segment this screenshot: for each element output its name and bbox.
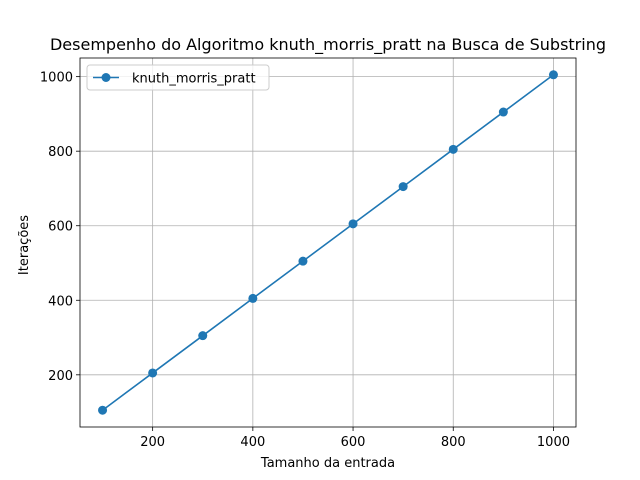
legend-label: knuth_morris_pratt xyxy=(132,72,256,87)
x-tick-label: 600 xyxy=(341,435,366,450)
plot-area: 200 400 600 800 1000 200 400 600 800 1000 knuth_mo… xyxy=(40,57,577,450)
series-line xyxy=(102,74,554,411)
legend-box xyxy=(86,64,270,91)
y-tick-label: 800 xyxy=(48,145,73,160)
chart-title: Desempenho do Algoritmo knuth_morris_pra… xyxy=(50,35,606,55)
data-point xyxy=(298,256,308,266)
data-point xyxy=(248,293,258,303)
y-tick-label: 200 xyxy=(48,369,73,384)
y-tick-label: 400 xyxy=(48,294,73,309)
x-axis-label: Tamanho da entrada xyxy=(260,456,395,471)
axes-frame xyxy=(79,57,577,428)
data-point xyxy=(348,219,358,229)
data-point xyxy=(148,368,158,378)
x-tick-label: 800 xyxy=(441,435,466,450)
x-tick-label: 400 xyxy=(240,435,265,450)
data-point xyxy=(198,331,208,341)
data-point xyxy=(498,107,508,117)
data-point xyxy=(398,182,408,192)
x-tick-label: 1000 xyxy=(537,435,570,450)
data-point xyxy=(448,144,458,154)
y-tick-label: 600 xyxy=(48,220,73,235)
data-point xyxy=(98,405,108,415)
y-tick-label: 1000 xyxy=(40,71,73,86)
data-point xyxy=(548,70,558,80)
x-tick-label: 200 xyxy=(140,435,165,450)
y-axis-label: Iterações xyxy=(17,215,32,275)
legend-marker xyxy=(101,73,111,82)
